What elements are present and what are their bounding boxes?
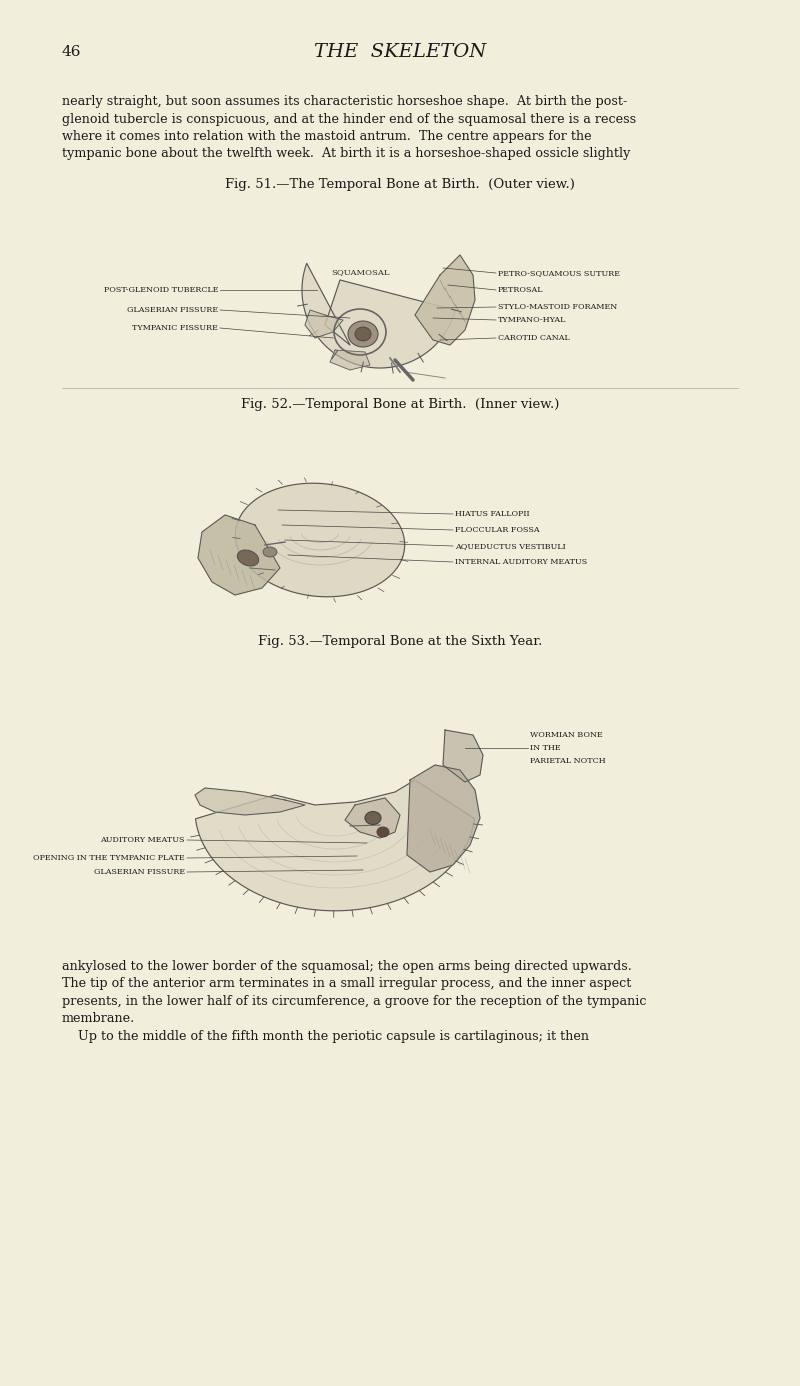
Polygon shape	[443, 730, 483, 782]
Ellipse shape	[238, 550, 258, 565]
Text: Fig. 51.—The Temporal Bone at Birth.  (Outer view.): Fig. 51.—The Temporal Bone at Birth. (Ou…	[225, 177, 575, 191]
Text: Up to the middle of the fifth month the periotic capsule is cartilaginous; it th: Up to the middle of the fifth month the …	[62, 1030, 589, 1044]
Polygon shape	[305, 310, 343, 338]
Text: IN THE: IN THE	[530, 744, 561, 753]
Ellipse shape	[377, 827, 389, 837]
Text: tympanic bone about the twelfth week.  At birth it is a horseshoe-shaped ossicle: tympanic bone about the twelfth week. At…	[62, 147, 630, 161]
Polygon shape	[330, 351, 370, 370]
Text: WORMIAN BONE: WORMIAN BONE	[530, 730, 602, 739]
Text: CAROTID CANAL: CAROTID CANAL	[498, 334, 570, 342]
Polygon shape	[198, 516, 280, 595]
Text: POST-GLENOID TUBERCLE: POST-GLENOID TUBERCLE	[103, 286, 218, 294]
Polygon shape	[195, 780, 474, 911]
Text: PETRO-SQUAMOUS SUTURE: PETRO-SQUAMOUS SUTURE	[498, 269, 620, 277]
Text: OPENING IN THE TYMPANIC PLATE: OPENING IN THE TYMPANIC PLATE	[34, 854, 185, 862]
Polygon shape	[302, 263, 455, 369]
Text: HIATUS FALLOPII: HIATUS FALLOPII	[455, 510, 530, 518]
Ellipse shape	[365, 811, 381, 825]
Text: PARIETAL NOTCH: PARIETAL NOTCH	[530, 757, 606, 765]
Text: THE  SKELETON: THE SKELETON	[314, 43, 486, 61]
Text: presents, in the lower half of its circumference, a groove for the reception of : presents, in the lower half of its circu…	[62, 995, 646, 1008]
Text: nearly straight, but soon assumes its characteristic horseshoe shape.  At birth : nearly straight, but soon assumes its ch…	[62, 96, 627, 108]
Text: TYMPANO-HYAL: TYMPANO-HYAL	[498, 316, 566, 324]
Text: The tip of the anterior arm terminates in a small irregular process, and the inn: The tip of the anterior arm terminates i…	[62, 977, 631, 991]
Text: INTERNAL AUDITORY MEATUS: INTERNAL AUDITORY MEATUS	[455, 559, 587, 565]
Text: PETROSAL: PETROSAL	[498, 286, 543, 294]
Text: SQUAMOSAL: SQUAMOSAL	[330, 267, 390, 276]
Polygon shape	[345, 798, 400, 839]
Text: membrane.: membrane.	[62, 1013, 135, 1026]
Text: FLOCCULAR FOSSA: FLOCCULAR FOSSA	[455, 527, 540, 534]
Text: AQUEDUCTUS VESTIBULI: AQUEDUCTUS VESTIBULI	[455, 542, 566, 550]
Text: GLASERIAN FISSURE: GLASERIAN FISSURE	[94, 868, 185, 876]
Text: 46: 46	[62, 44, 82, 60]
Text: TYMPANIC FISSURE: TYMPANIC FISSURE	[132, 324, 218, 333]
Text: STYLO-MASTOID FORAMEN: STYLO-MASTOID FORAMEN	[498, 304, 618, 310]
Text: ankylosed to the lower border of the squamosal; the open arms being directed upw: ankylosed to the lower border of the squ…	[62, 960, 632, 973]
Ellipse shape	[263, 547, 277, 557]
Polygon shape	[235, 484, 405, 597]
Text: where it comes into relation with the mastoid antrum.  The centre appears for th: where it comes into relation with the ma…	[62, 130, 592, 143]
Ellipse shape	[355, 327, 371, 341]
Polygon shape	[195, 789, 305, 815]
Text: AUDITORY MEATUS: AUDITORY MEATUS	[101, 836, 185, 844]
Ellipse shape	[348, 322, 378, 346]
Polygon shape	[415, 255, 475, 345]
Text: glenoid tubercle is conspicuous, and at the hinder end of the squamosal there is: glenoid tubercle is conspicuous, and at …	[62, 112, 636, 126]
Polygon shape	[407, 765, 480, 872]
Text: Fig. 52.—Temporal Bone at Birth.  (Inner view.): Fig. 52.—Temporal Bone at Birth. (Inner …	[241, 398, 559, 412]
Text: Fig. 53.—Temporal Bone at the Sixth Year.: Fig. 53.—Temporal Bone at the Sixth Year…	[258, 635, 542, 649]
Text: GLASERIAN FISSURE: GLASERIAN FISSURE	[127, 306, 218, 315]
